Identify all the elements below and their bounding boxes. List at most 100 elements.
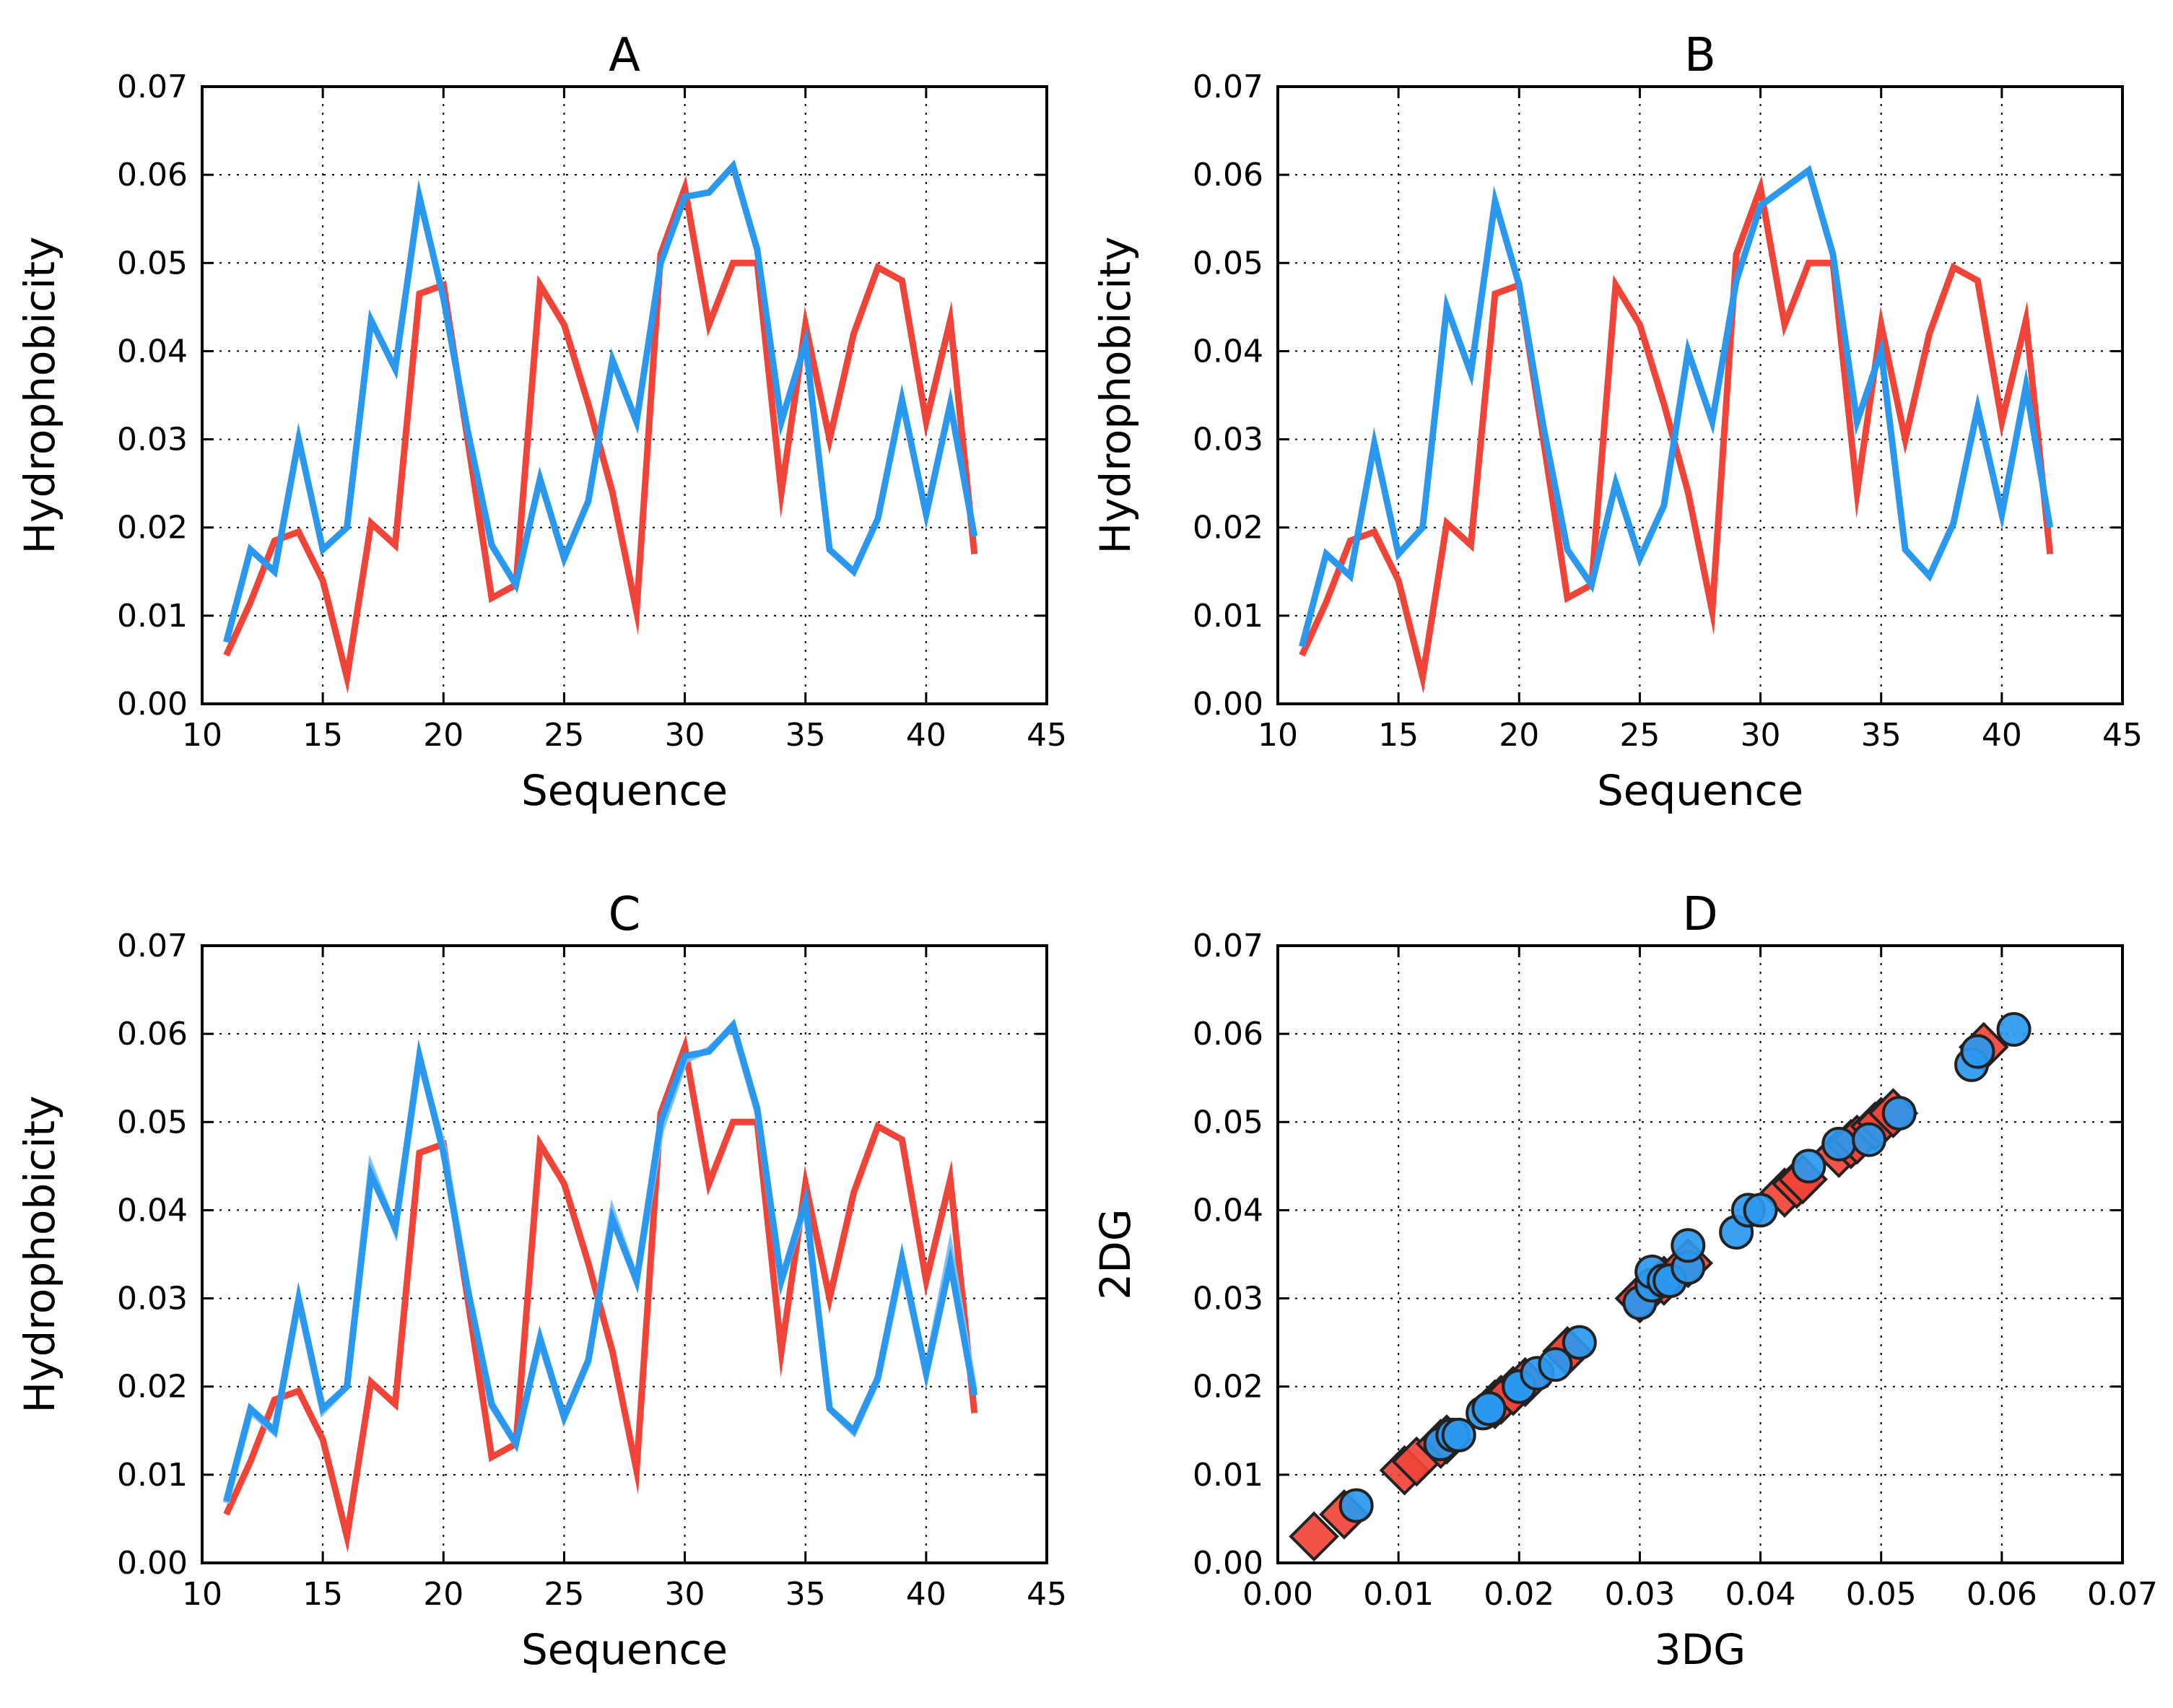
x-tick-label: 40: [906, 1576, 946, 1613]
x-axis-label: 3DG: [1655, 1625, 1746, 1674]
y-tick-label: 0.07: [117, 928, 188, 964]
scatter-point-circle: [1996, 1012, 2032, 1047]
x-tick-label: 35: [1861, 717, 1902, 754]
x-tick-label: 25: [544, 1576, 584, 1613]
x-tick-label: 20: [423, 717, 463, 754]
scatter-point-circle: [1338, 1488, 1374, 1523]
x-tick-label: 10: [182, 1576, 222, 1613]
scatter-point-circle: [1671, 1228, 1706, 1263]
y-tick-label: 0.01: [117, 598, 188, 635]
y-axis-label: Hydrophobicity: [15, 237, 64, 554]
y-tick-label: 0.03: [1193, 1281, 1263, 1317]
x-tick-label: 15: [1378, 717, 1419, 754]
panel-title: D: [1682, 888, 1717, 941]
x-tick-label: 30: [665, 1576, 705, 1613]
x-tick-label: 0.01: [1363, 1576, 1434, 1613]
panel-title: A: [609, 29, 640, 82]
panel-d: 0.00 0.01 0.02 0.03 0.04 0.05 0.06 0.07 0.00 0.01…: [1091, 888, 2158, 1674]
y-tick-label: 0.03: [117, 422, 188, 458]
y-tick-label: 0.04: [117, 1192, 188, 1229]
x-tick-label: 30: [665, 717, 705, 754]
y-tick-label: 0.07: [117, 69, 188, 105]
x-tick-label: 10: [1258, 717, 1298, 754]
x-tick-label: 20: [423, 1576, 463, 1613]
y-tick-label: 0.01: [1193, 1457, 1263, 1494]
series-line-blue: [1299, 165, 2054, 648]
y-tick-label: 0.04: [1193, 1192, 1263, 1229]
x-tick-label: 0.06: [1967, 1576, 2037, 1613]
x-tick-label: 40: [906, 717, 946, 754]
plot-data: [1299, 165, 2054, 694]
scatter-point-circle: [1562, 1325, 1597, 1360]
x-tick-label: 45: [1027, 1576, 1067, 1613]
panel-a: 10 15 20 25 30 35 40 45 0.00 0.01 0.02 0.03 0.04 0.05…: [15, 29, 1067, 815]
y-tick-label: 0.04: [117, 333, 188, 370]
x-tick-label: 20: [1499, 717, 1539, 754]
scatter-point-circle: [1441, 1417, 1476, 1452]
y-tick-label: 0.02: [117, 510, 188, 546]
x-tick-label: 0.00: [1242, 1576, 1313, 1613]
scatter-point-circle: [1791, 1149, 1826, 1184]
y-tick-label: 0.00: [1193, 1545, 1263, 1582]
y-tick-label: 0.05: [117, 245, 188, 282]
y-tick-label: 0.06: [1193, 1016, 1263, 1053]
axes-frame: [1276, 85, 2124, 705]
axes-frame: [1276, 944, 2124, 1564]
y-tick-label: 0.06: [117, 1016, 188, 1053]
axes-frame: [201, 85, 1048, 705]
scatter-point-circle: [1743, 1193, 1778, 1228]
plot-data: [223, 1018, 978, 1554]
scatter-point-circle: [1821, 1126, 1857, 1162]
panel-c: 10 15 20 25 30 35 40 45 0.00 0.01 0.02 0.03 0.04 0.05…: [15, 888, 1067, 1674]
x-tick-label: 0.05: [1846, 1576, 1917, 1613]
y-axis-label: Hydrophobicity: [1091, 237, 1140, 554]
x-tick-label: 0.02: [1484, 1576, 1554, 1613]
y-tick-label: 0.02: [117, 1369, 188, 1406]
y-tick-label: 0.00: [117, 1545, 188, 1582]
y-tick-label: 0.04: [1193, 333, 1263, 370]
x-tick-label: 40: [1982, 717, 2022, 754]
x-tick-label: 25: [1619, 717, 1660, 754]
x-tick-label: 15: [302, 1576, 343, 1613]
plot-data: [1289, 1012, 2032, 1562]
scatter-point-circle: [1471, 1391, 1507, 1426]
x-tick-label: 30: [1741, 717, 1781, 754]
plot-data: [223, 159, 978, 694]
x-tick-label: 25: [544, 717, 584, 754]
panel-b: 10 15 20 25 30 35 40 45 0.00 0.01 0.02 0.03 0.04 0.05…: [1091, 29, 2143, 815]
scatter-point-circle: [1881, 1096, 1917, 1131]
y-tick-label: 0.00: [1193, 686, 1263, 723]
x-tick-label: 35: [785, 1576, 826, 1613]
y-tick-label: 0.01: [117, 1457, 188, 1494]
y-tick-label: 0.06: [117, 157, 188, 193]
y-axis-label: Hydrophobicity: [15, 1096, 64, 1413]
scatter-point-circle: [1852, 1122, 1886, 1157]
y-tick-label: 0.02: [1193, 510, 1263, 546]
y-axis-label: 2DG: [1091, 1208, 1140, 1300]
x-tick-label: 15: [302, 717, 343, 754]
y-tick-label: 0.07: [1193, 928, 1263, 964]
x-tick-label: 35: [785, 717, 826, 754]
series-line-blue: [223, 1018, 978, 1502]
scatter-point-circle: [1538, 1347, 1573, 1382]
y-tick-label: 0.00: [117, 686, 188, 723]
x-tick-label: 45: [2102, 717, 2143, 754]
series-line-blue: [223, 159, 978, 643]
y-tick-label: 0.05: [117, 1104, 188, 1141]
scatter-point-circle: [1960, 1034, 1995, 1069]
x-tick-label: 0.03: [1604, 1576, 1675, 1613]
y-tick-label: 0.03: [117, 1281, 188, 1317]
y-tick-label: 0.03: [1193, 422, 1263, 458]
x-axis-label: Sequence: [521, 766, 728, 815]
x-tick-label: 0.07: [2087, 1576, 2158, 1613]
y-tick-label: 0.07: [1193, 69, 1263, 105]
panel-title: C: [609, 888, 641, 941]
y-tick-label: 0.02: [1193, 1369, 1263, 1406]
y-tick-label: 0.05: [1193, 1104, 1263, 1141]
y-tick-label: 0.05: [1193, 245, 1263, 282]
x-tick-label: 10: [182, 717, 222, 754]
y-tick-label: 0.06: [1193, 157, 1263, 193]
x-tick-label: 45: [1027, 717, 1067, 754]
x-axis-label: Sequence: [521, 1625, 728, 1674]
